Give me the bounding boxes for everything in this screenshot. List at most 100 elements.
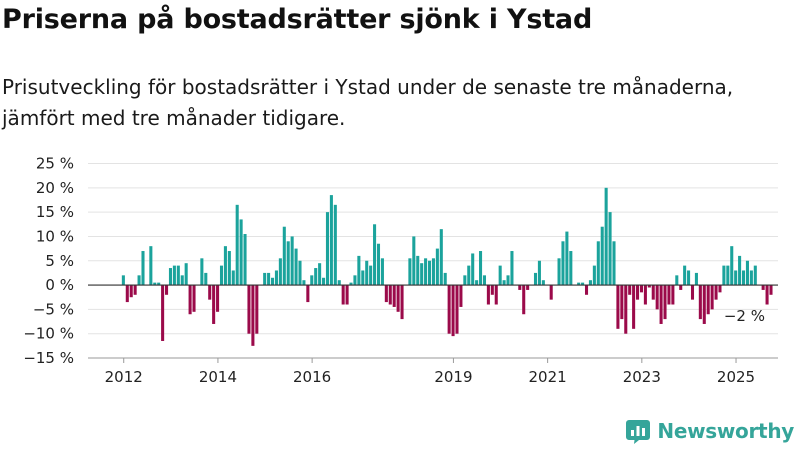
bar	[734, 270, 738, 286]
bar	[647, 285, 651, 288]
bar	[718, 285, 722, 293]
bar	[329, 195, 333, 286]
bar	[687, 270, 691, 286]
newsworthy-logo[interactable]: Newsworthy	[625, 418, 794, 444]
bar	[361, 270, 365, 286]
bar	[584, 285, 589, 295]
bar	[176, 265, 180, 286]
bar	[251, 285, 255, 346]
bar	[486, 285, 490, 305]
x-tick-label: 2012	[105, 368, 143, 386]
bar	[451, 285, 455, 337]
bar	[510, 251, 514, 286]
bar	[333, 204, 337, 286]
bar	[133, 285, 137, 295]
bar	[420, 263, 424, 286]
bar	[274, 270, 278, 286]
y-tick-label: 10 %	[36, 227, 74, 245]
bar	[624, 285, 628, 334]
bar	[738, 255, 742, 286]
x-tick-label: 2023	[623, 368, 661, 386]
bar	[357, 255, 361, 286]
bar	[165, 285, 169, 295]
bar	[365, 260, 369, 286]
bar	[690, 285, 695, 300]
bar	[435, 248, 439, 286]
y-tick-label: −15 %	[23, 349, 74, 367]
bar	[655, 285, 659, 310]
annotation: −2 %	[724, 307, 765, 325]
logo-text: Newsworthy	[657, 419, 794, 443]
y-tick-label: −5 %	[33, 300, 74, 318]
bar	[121, 275, 125, 286]
bar	[522, 285, 526, 315]
bar	[518, 285, 522, 290]
bar	[267, 272, 271, 286]
bar	[506, 275, 510, 286]
bar	[471, 253, 475, 286]
bar	[345, 285, 349, 305]
bar	[639, 285, 644, 293]
bar	[337, 280, 341, 286]
bar	[427, 260, 432, 286]
bar	[286, 241, 290, 286]
bar	[616, 285, 620, 329]
bar	[698, 285, 702, 320]
bar	[216, 285, 220, 312]
bar	[223, 246, 227, 286]
bar	[479, 251, 483, 286]
bar	[702, 285, 706, 324]
bar	[475, 280, 479, 286]
bar	[443, 272, 447, 286]
bar	[565, 231, 569, 286]
bar	[302, 280, 306, 286]
bar	[726, 265, 730, 286]
bar	[667, 285, 671, 305]
bar	[526, 285, 530, 290]
y-tick-label: 0 %	[45, 276, 74, 294]
bar	[388, 285, 392, 305]
chart-title: Priserna på bostadsrätter sjönk i Ystad	[2, 4, 593, 35]
bar	[161, 285, 165, 341]
bar	[745, 260, 749, 286]
bar	[212, 285, 216, 324]
bar	[188, 285, 192, 315]
bar	[255, 285, 259, 334]
x-tick-label: 2014	[199, 368, 237, 386]
bar	[694, 272, 698, 286]
x-tick-label: 2021	[529, 368, 567, 386]
bar	[431, 258, 435, 286]
chart-subtitle: Prisutveckling för bostadsrätter i Ystad…	[2, 75, 734, 130]
x-tick-label: 2016	[293, 368, 331, 386]
x-axis: 2012 2014 2016 2019 2021 2023 2025	[88, 284, 778, 386]
y-tick-label: 20 %	[36, 179, 74, 197]
bar	[416, 255, 420, 286]
bar	[408, 258, 412, 286]
bar	[400, 285, 404, 320]
bar	[730, 246, 734, 286]
bar	[769, 285, 773, 295]
bar	[157, 282, 161, 286]
bar	[369, 265, 373, 286]
bar	[294, 248, 298, 286]
bar	[643, 285, 647, 305]
bar	[710, 285, 714, 310]
bar	[765, 285, 769, 305]
bar	[628, 285, 632, 295]
bar	[184, 263, 188, 286]
bar	[239, 219, 243, 286]
bar	[392, 285, 396, 307]
bar	[314, 268, 318, 286]
bar	[557, 258, 561, 286]
bar	[384, 285, 388, 303]
bar	[494, 285, 498, 305]
bar	[459, 285, 463, 307]
bar	[706, 285, 710, 315]
y-tick-label: −10 %	[23, 325, 74, 343]
bar	[424, 258, 428, 286]
bar	[412, 236, 416, 286]
bar	[153, 282, 157, 286]
bar	[604, 187, 608, 286]
bar	[663, 285, 667, 320]
bar	[749, 270, 753, 286]
